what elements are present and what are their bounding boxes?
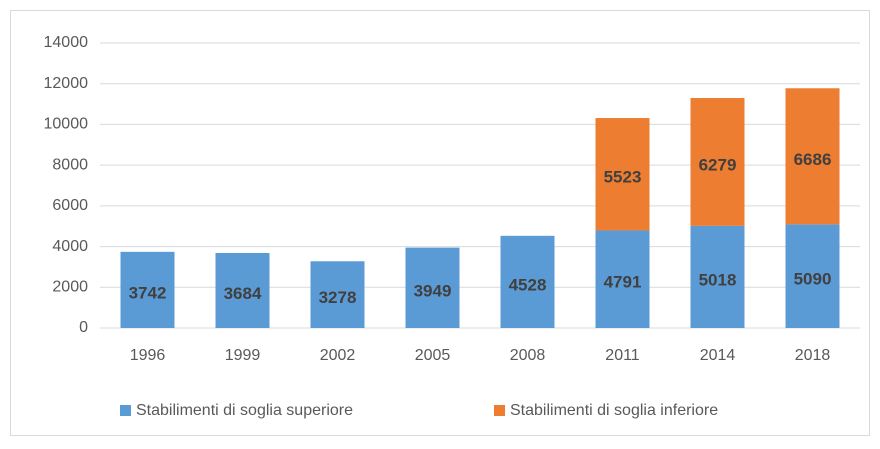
bar-segment <box>215 253 270 328</box>
x-tick-label: 1996 <box>130 347 166 364</box>
data-label: 3949 <box>414 281 452 300</box>
y-tick-label: 14000 <box>44 34 89 51</box>
data-label: 5018 <box>699 270 737 289</box>
bar-segment <box>405 247 460 328</box>
bar-segment <box>785 88 840 225</box>
x-tick-label: 2008 <box>510 347 546 364</box>
data-label: 3278 <box>319 288 357 307</box>
y-tick-label: 4000 <box>52 238 88 255</box>
data-label: 5523 <box>604 168 642 187</box>
y-tick-label: 2000 <box>52 279 88 296</box>
x-tick-label: 2018 <box>795 347 831 364</box>
data-label: 4528 <box>509 275 547 294</box>
x-tick-label: 2014 <box>700 347 736 364</box>
bar-segment <box>785 224 840 328</box>
y-tick-label: 12000 <box>44 75 89 92</box>
y-tick-label: 0 <box>79 319 88 336</box>
y-tick-label: 6000 <box>52 197 88 214</box>
legend-label: Stabilimenti di soglia inferiore <box>510 402 718 419</box>
bar-segment <box>310 261 365 328</box>
data-label: 6686 <box>794 150 832 169</box>
legend-label: Stabilimenti di soglia superiore <box>136 402 353 419</box>
bar-segment <box>120 251 175 328</box>
x-tick-label: 2011 <box>605 347 640 364</box>
legend-swatch <box>120 405 131 416</box>
bar-segment <box>595 118 650 231</box>
y-tick-label: 8000 <box>52 156 88 173</box>
bar-segment <box>690 98 745 226</box>
data-label: 3684 <box>224 284 262 303</box>
y-tick-label: 10000 <box>44 116 89 133</box>
data-label: 3742 <box>129 283 167 302</box>
x-tick-label: 2002 <box>320 347 356 364</box>
data-label: 6279 <box>699 155 737 174</box>
bar-segment <box>690 225 745 328</box>
x-tick-label: 1999 <box>225 347 261 364</box>
bar-segment <box>595 230 650 328</box>
data-label: 4791 <box>604 273 642 292</box>
data-label: 5090 <box>794 270 832 289</box>
x-tick-label: 2005 <box>415 347 451 364</box>
bar-segment <box>500 235 555 328</box>
legend-swatch <box>494 405 505 416</box>
